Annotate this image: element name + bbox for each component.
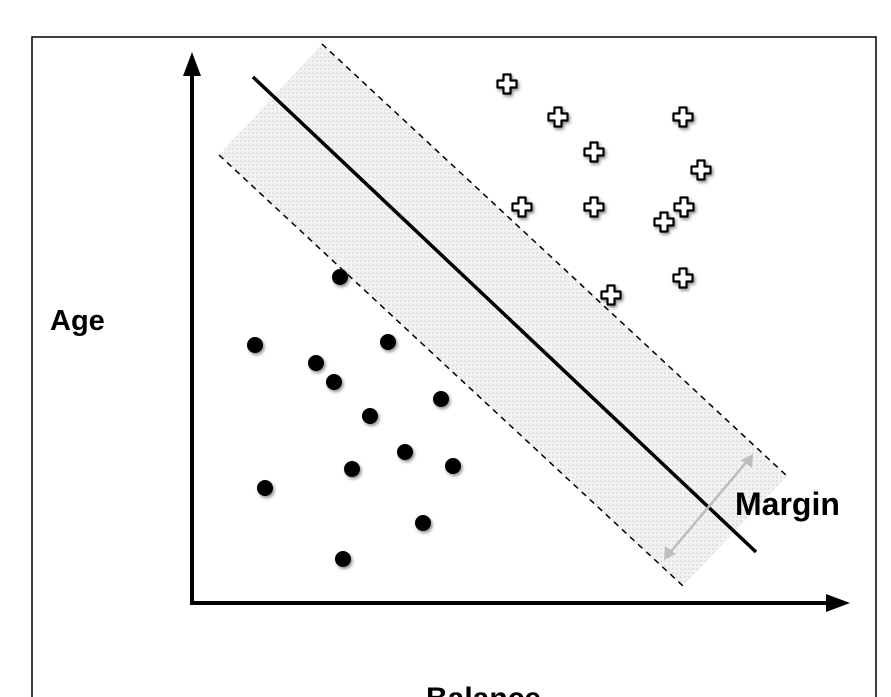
plus-point: [673, 196, 695, 218]
x-axis-arrowhead: [826, 594, 850, 612]
dot-point: [380, 334, 396, 350]
upper-margin-line: [321, 43, 788, 477]
plus-point: [690, 159, 712, 181]
figure-frame: [31, 36, 877, 697]
margin-arrow: [664, 454, 753, 560]
dot-point: [247, 337, 263, 353]
margin-label: Margin: [735, 486, 840, 522]
y-axis-label: Age: [50, 305, 105, 337]
dot-point: [362, 408, 378, 424]
dot-point: [415, 515, 431, 531]
dot-point: [335, 551, 351, 567]
dot-point: [445, 458, 461, 474]
x-axis-label: Balance: [426, 682, 541, 697]
plus-point: [672, 106, 694, 128]
dot-point: [308, 355, 324, 371]
dot-point: [332, 269, 348, 285]
plus-point: [583, 196, 605, 218]
plus-point: [511, 196, 533, 218]
decision-boundary-line: [251, 75, 758, 554]
plus-point: [547, 106, 569, 128]
y-axis-arrowhead: [183, 52, 201, 76]
dot-point: [433, 391, 449, 407]
dot-point: [397, 444, 413, 460]
plus-point: [672, 267, 694, 289]
plus-point: [583, 141, 605, 163]
data-points: [247, 73, 712, 567]
plus-point: [600, 284, 622, 306]
plus-point: [653, 211, 675, 233]
plus-point: [496, 73, 518, 95]
dot-point: [257, 480, 273, 496]
dot-point: [326, 374, 342, 390]
dot-point: [344, 461, 360, 477]
